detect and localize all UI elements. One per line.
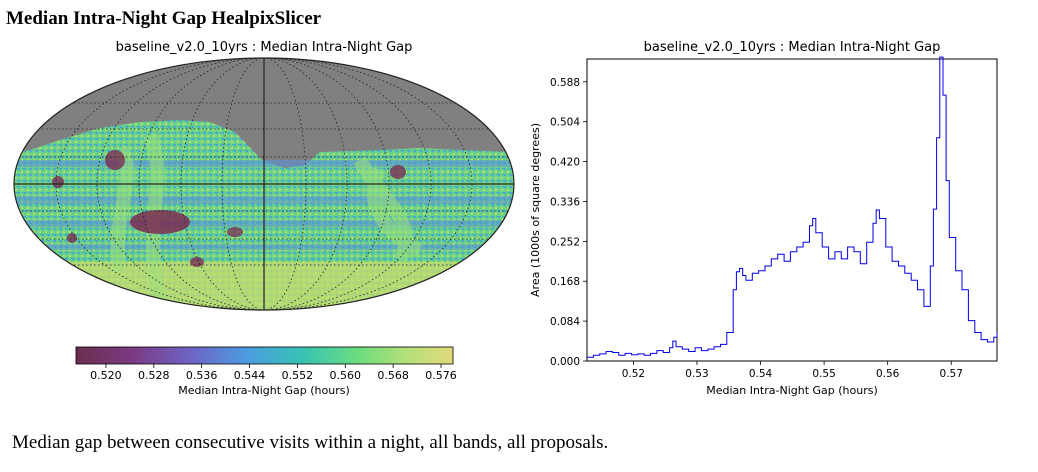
page-title: Median Intra-Night Gap HealpixSlicer (6, 8, 322, 29)
map-title: baseline_v2.0_10yrs : Median Intra-Night… (116, 40, 413, 55)
hist-x-tick-label: 0.56 (876, 368, 900, 380)
colorbar-tick-label: 0.576 (425, 369, 457, 382)
hist-y-tick-label: 0.420 (550, 157, 580, 169)
colorbar-tick-label: 0.568 (377, 369, 409, 382)
hist-plot-area (586, 58, 998, 362)
colorbar-tick-label: 0.560 (330, 369, 362, 382)
hist-ylabel: Area (1000s of square degrees) (529, 123, 542, 297)
hist-title: baseline_v2.0_10yrs : Median Intra-Night… (644, 40, 941, 55)
hist-y-tick-label: 0.588 (550, 77, 580, 89)
hist-y-tick-label: 0.168 (550, 276, 580, 288)
colorbar-tick-label: 0.552 (282, 369, 314, 382)
hist-y-tick-label: 0.336 (550, 196, 580, 208)
hist-x-tick-label: 0.52 (622, 368, 645, 380)
hist-y-tick-label: 0.000 (550, 356, 580, 368)
figure-caption: Median gap between consecutive visits wi… (12, 432, 609, 453)
hist-x-tick-label: 0.53 (685, 368, 708, 380)
low-gap-region-7 (227, 227, 243, 237)
colorbar (75, 346, 454, 365)
hist-y-tick-label: 0.084 (550, 316, 580, 328)
hist-y-tick-label: 0.504 (550, 117, 580, 129)
hist-x-tick-label: 0.55 (812, 368, 835, 380)
hist-x-tick-label: 0.54 (749, 368, 773, 380)
hist-x-axis: 0.52 0.53 0.54 0.55 0.56 0.57 (622, 361, 963, 380)
colorbar-ticks: 0.520 0.528 0.536 0.544 0.552 0.560 0.568 0.576 (90, 364, 457, 382)
colorbar-tick-label: 0.528 (138, 369, 170, 382)
colorbar-tick-label: 0.536 (186, 369, 218, 382)
galactic-plane (110, 132, 423, 302)
hist-xlabel: Median Intra-Night Gap (hours) (706, 384, 878, 397)
hist-y-tick-label: 0.252 (550, 236, 580, 248)
hist-series-line (587, 56, 998, 358)
low-gap-region-1 (130, 210, 190, 234)
map-outline (13, 57, 515, 311)
colorbar-tick-label: 0.544 (234, 369, 266, 382)
hist-y-axis: 0.000 0.084 0.168 0.252 0.336 0.420 0.504 0.588 (550, 77, 587, 368)
low-gap-region-2 (105, 150, 125, 170)
colorbar-label: Median Intra-Night Gap (hours) (178, 384, 350, 397)
low-gap-region-3 (52, 176, 64, 188)
low-gap-region-6 (390, 165, 406, 179)
colorbar-tick-label: 0.520 (90, 369, 122, 382)
hist-x-tick-label: 0.57 (940, 368, 963, 380)
